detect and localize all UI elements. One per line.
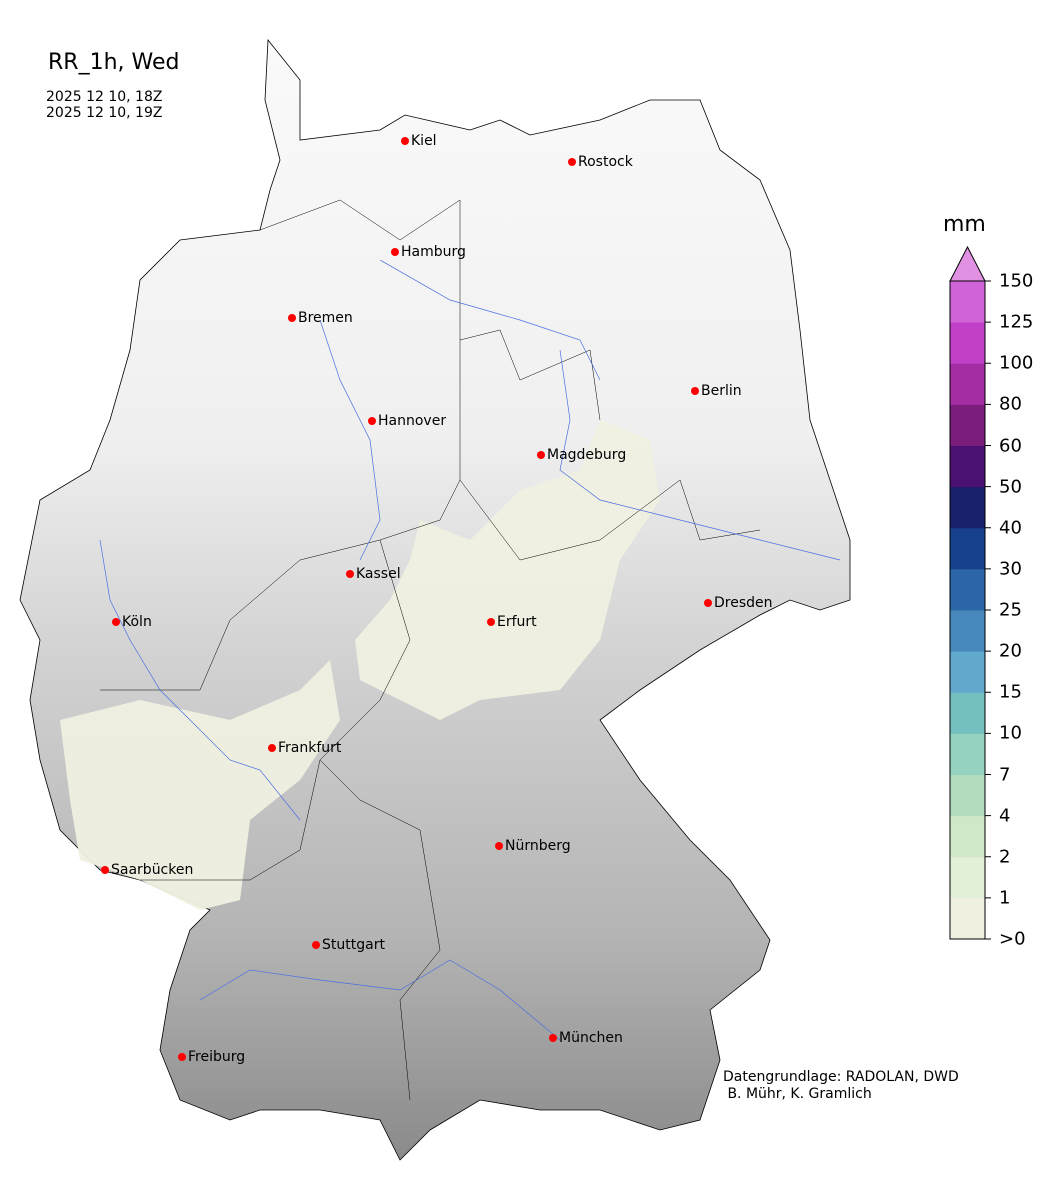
- colorbar-tick-label: 80: [999, 393, 1022, 415]
- city-marker: [691, 387, 699, 395]
- colorbar-extend-triangle: [949, 245, 986, 282]
- colorbar-segment: [950, 281, 985, 323]
- colorbar-tick-label: 100: [999, 352, 1034, 374]
- city-marker: [101, 866, 109, 874]
- city-label: Magdeburg: [547, 447, 627, 463]
- city-label: Hannover: [378, 413, 447, 429]
- city-label: Berlin: [701, 383, 742, 399]
- city-marker: [391, 248, 399, 256]
- city-marker: [288, 314, 296, 322]
- colorbar-tick-label: 7: [999, 764, 1011, 785]
- city-label: Rostock: [578, 154, 633, 170]
- colorbar-tick-label: 30: [999, 558, 1022, 580]
- colorbar-tick-label: 40: [999, 517, 1022, 539]
- colorbar-tick-label: 60: [999, 435, 1022, 456]
- colorbar-segment: [950, 363, 985, 405]
- city-marker: [312, 941, 320, 949]
- city-marker: [401, 137, 409, 145]
- colorbar-segment: [950, 445, 985, 488]
- city-marker: [368, 417, 376, 425]
- colorbar-tick-label: 150: [999, 270, 1034, 292]
- city-label: Nürnberg: [505, 838, 571, 854]
- city-label: Hamburg: [401, 244, 466, 260]
- colorbar-segment: [950, 815, 985, 858]
- colorbar-segment: [950, 651, 985, 693]
- city-marker: [549, 1034, 557, 1042]
- city-label: Frankfurt: [278, 740, 342, 756]
- light-precip-area: [60, 660, 340, 910]
- colorbar: [949, 245, 991, 940]
- city-marker: [487, 618, 495, 626]
- colorbar-segment: [950, 404, 985, 446]
- colorbar-segment: [950, 486, 985, 529]
- period-end: 2025 12 10, 19Z: [46, 105, 163, 121]
- city-marker: [112, 618, 120, 626]
- colorbar-segment: [950, 527, 985, 570]
- colorbar-tick-label: 15: [999, 681, 1022, 703]
- colorbar-segment: [950, 692, 985, 734]
- colorbar-tick-label: 50: [999, 476, 1022, 498]
- colorbar-segment: [950, 610, 985, 652]
- credits: Datengrundlage: RADOLAN, DWD B. Mühr, K.…: [723, 1069, 959, 1102]
- colorbar-tick-label: 1: [999, 887, 1011, 909]
- city-label: Kiel: [411, 133, 437, 149]
- colorbar-segment: [950, 774, 985, 817]
- city-marker: [495, 842, 503, 850]
- colorbar-segment: [950, 856, 985, 899]
- city-marker: [537, 451, 545, 459]
- colorbar-segment: [950, 568, 985, 611]
- city-marker: [704, 599, 712, 607]
- city-marker: [268, 744, 276, 752]
- light-precip-area: [355, 420, 660, 720]
- map-title: RR_1h, Wed: [48, 50, 180, 75]
- colorbar-tick-label: 10: [999, 722, 1022, 744]
- city-label: Dresden: [714, 595, 773, 611]
- city-label: Köln: [122, 614, 152, 630]
- colorbar-tick-label: >0: [999, 928, 1026, 950]
- city-marker: [346, 570, 354, 578]
- city-label: Freiburg: [188, 1049, 246, 1065]
- colorbar-segment: [950, 897, 985, 940]
- colorbar-tick-label: 20: [999, 640, 1022, 662]
- colorbar-segment: [950, 733, 985, 775]
- colorbar-tick-label: 2: [999, 846, 1011, 868]
- city-label: Bremen: [298, 310, 353, 326]
- state-borders: [100, 199, 761, 1101]
- period-start: 2025 12 10, 18Z: [46, 89, 163, 105]
- colorbar-tick-label: 4: [999, 805, 1011, 827]
- city-label: Saarbücken: [111, 862, 194, 878]
- city-marker: [178, 1053, 186, 1061]
- city-label: Erfurt: [497, 614, 537, 630]
- city-marker: [568, 158, 576, 166]
- rivers: [99, 259, 841, 1041]
- city-label: Kassel: [356, 566, 401, 582]
- colorbar-tick-label: 125: [999, 311, 1034, 333]
- colorbar-tick-label: 25: [999, 599, 1022, 621]
- colorbar-segment: [950, 322, 985, 364]
- city-label: Stuttgart: [322, 937, 385, 953]
- colorbar-unit: mm: [943, 212, 986, 237]
- city-label: München: [559, 1030, 623, 1046]
